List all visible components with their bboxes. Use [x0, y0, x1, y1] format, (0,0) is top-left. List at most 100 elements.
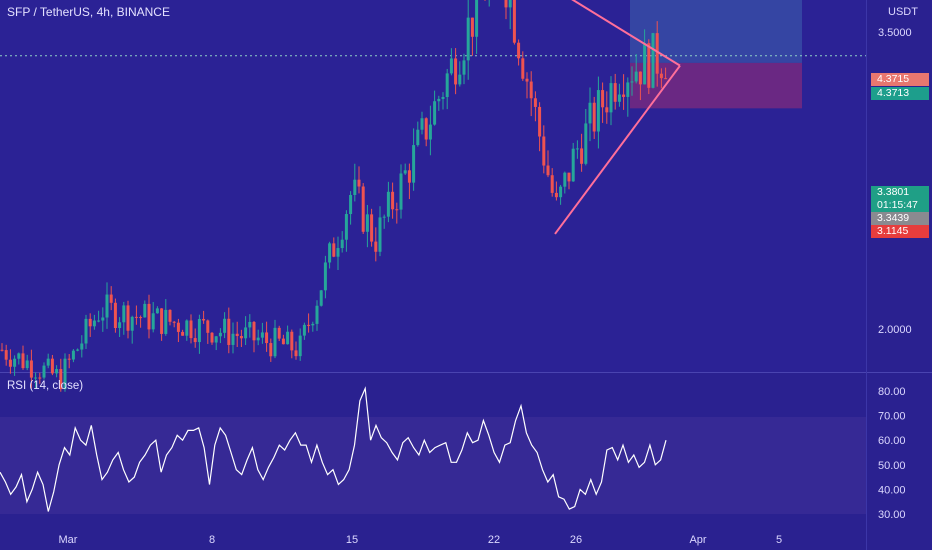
- candle-body: [512, 0, 516, 43]
- candle-body: [504, 0, 508, 8]
- candle-body: [97, 320, 101, 322]
- candle-body: [437, 98, 441, 102]
- candle-body: [298, 335, 302, 357]
- candle-body: [151, 313, 155, 330]
- candle-body: [521, 58, 525, 79]
- rsi-band: [0, 417, 866, 514]
- rsi-line: [0, 386, 667, 512]
- candle-body: [273, 327, 277, 357]
- rsi-indicator-title[interactable]: RSI (14, close): [7, 380, 84, 392]
- candle-body: [420, 118, 424, 130]
- candle-body: [105, 294, 109, 318]
- candle-body: [542, 136, 546, 166]
- candle-body: [88, 318, 92, 327]
- target-price-tag: 4.3713: [871, 87, 929, 100]
- candle-body: [71, 350, 75, 360]
- triangle-upper-line: [571, 0, 681, 67]
- candle-body: [584, 123, 588, 164]
- candle-body: [260, 332, 264, 338]
- candle-body: [155, 308, 159, 314]
- candle-body: [563, 172, 567, 187]
- time-tick-label: 26: [570, 534, 582, 546]
- price-tick-label: 2.0000: [878, 324, 912, 336]
- candle-body: [533, 98, 537, 107]
- candle-body: [328, 243, 332, 263]
- candle-body: [412, 145, 416, 183]
- candle-body: [67, 358, 71, 360]
- last-price-tag: 3.3801: [871, 186, 929, 199]
- candle-body: [386, 191, 390, 217]
- rsi-tick-label: 40.00: [878, 484, 906, 496]
- candle-body: [126, 305, 130, 331]
- rsi-tick-label: 80.00: [878, 386, 906, 398]
- candle-body: [575, 148, 579, 150]
- candle-body: [647, 43, 651, 88]
- candle-body: [248, 321, 252, 328]
- candle-body: [193, 338, 197, 343]
- candle-body: [4, 350, 8, 360]
- candle-body: [286, 331, 290, 345]
- candle-body: [370, 214, 374, 242]
- candle-body: [172, 321, 176, 323]
- countdown-tag: 01:15:47: [871, 199, 929, 212]
- time-tick-label: Apr: [689, 534, 706, 546]
- candle-body: [302, 324, 306, 336]
- candle-body: [626, 82, 630, 97]
- candle-body: [223, 318, 227, 333]
- candle-body: [449, 58, 453, 74]
- candle-body: [638, 71, 642, 85]
- triangle-lower-line: [554, 65, 681, 235]
- resistance-price-tag: 4.3715: [871, 73, 929, 86]
- candle-body: [176, 322, 180, 332]
- candle-body: [319, 290, 323, 306]
- candle-body: [441, 97, 445, 99]
- candle-body: [378, 217, 382, 252]
- candle-body: [605, 107, 609, 113]
- candle-body: [395, 209, 399, 211]
- candle-body: [475, 0, 479, 37]
- candle-body: [382, 216, 386, 218]
- candle-body: [139, 317, 143, 319]
- candle-body: [76, 349, 80, 351]
- candle-body: [349, 195, 353, 215]
- candle-body: [546, 165, 550, 176]
- candle-body: [197, 318, 201, 343]
- candle-body: [571, 148, 575, 182]
- candle-body: [281, 338, 285, 345]
- candle-body: [433, 101, 437, 125]
- time-tick-label: 15: [346, 534, 358, 546]
- candle-body: [458, 74, 462, 85]
- candle-body: [344, 214, 348, 240]
- candle-body: [21, 353, 25, 369]
- rsi-tick-label: 30.00: [878, 509, 906, 521]
- candle-body: [323, 262, 327, 291]
- candle-body: [630, 81, 634, 83]
- candle-body: [122, 305, 126, 323]
- candle-body: [134, 316, 138, 318]
- time-tick-label: 5: [776, 534, 782, 546]
- candle-body: [592, 102, 596, 132]
- candle-body: [210, 332, 214, 343]
- candle-body: [0, 349, 4, 351]
- entry-price-tag: 3.3439: [871, 212, 929, 225]
- candle-body: [307, 324, 311, 326]
- candle-body: [92, 320, 96, 327]
- candle-body: [55, 369, 59, 374]
- candle-body: [353, 179, 357, 196]
- candle-body: [38, 377, 42, 379]
- candle-body: [550, 175, 554, 193]
- candle-body: [424, 118, 428, 140]
- candle-body: [554, 192, 558, 198]
- candle-body: [206, 320, 210, 333]
- candle-body: [470, 17, 474, 37]
- candle-body: [80, 343, 84, 350]
- symbol-title[interactable]: SFP / TetherUS, 4h, BINANCE: [7, 5, 170, 19]
- candle-body: [529, 81, 533, 99]
- candle-body: [596, 90, 600, 132]
- candle-body: [613, 83, 617, 102]
- candle-body: [218, 332, 222, 337]
- rsi-tick-label: 60.00: [878, 435, 906, 447]
- candle-body: [118, 322, 122, 329]
- candle-body: [244, 327, 248, 339]
